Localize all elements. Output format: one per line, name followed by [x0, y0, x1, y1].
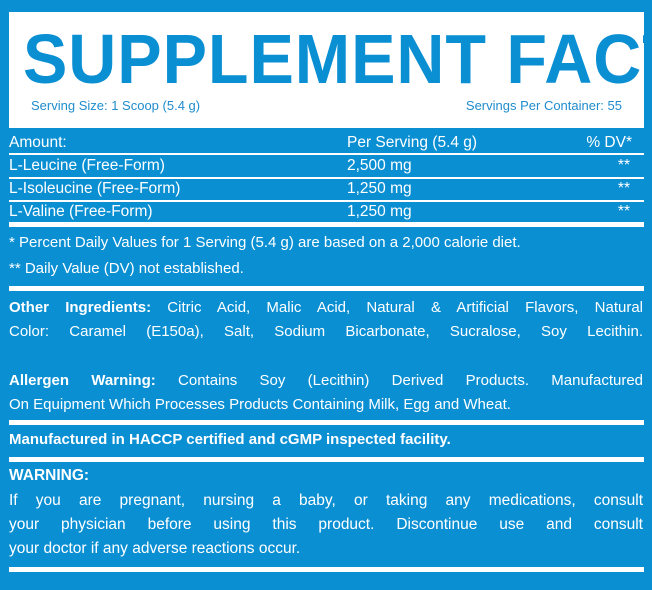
footnote-not-established: ** Daily Value (DV) not established. [9, 260, 244, 277]
allergen-warning: Allergen Warning: Contains Soy (Lecithin… [9, 372, 644, 413]
divider [9, 222, 644, 227]
allergen-label: Allergen Warning: [9, 372, 156, 389]
nutrient-name: L-Leucine (Free-Form) [9, 157, 165, 174]
label-title: SUPPLEMENT FACTS [23, 20, 644, 98]
divider [9, 153, 644, 155]
other-ingredients-label: Other Ingredients: [9, 299, 152, 316]
nutrient-amount: 1,250 mg [347, 180, 412, 197]
manufacturing-statement: Manufactured in HACCP certified and cGMP… [9, 431, 451, 448]
column-header-per-serving: Per Serving (5.4 g) [347, 134, 478, 151]
divider [9, 286, 644, 291]
nutrient-amount: 2,500 mg [347, 157, 412, 174]
divider [9, 200, 644, 202]
other-ingredients: Other Ingredients: Citric Acid, Malic Ac… [9, 299, 644, 340]
warning-label: WARNING: [9, 467, 90, 484]
nutrient-dv: ** [617, 180, 630, 197]
nutrient-dv: ** [617, 203, 630, 220]
column-header-dv: % DV* [586, 134, 632, 151]
nutrient-name: L-Valine (Free-Form) [9, 203, 153, 220]
nutrient-dv: ** [617, 157, 630, 174]
divider [9, 177, 644, 179]
footnote-dv: * Percent Daily Values for 1 Serving (5.… [9, 234, 521, 251]
servings-per-container: Servings Per Container: 55 [465, 98, 622, 113]
nutrient-amount: 1,250 mg [347, 203, 412, 220]
divider [9, 420, 644, 425]
column-header-amount: Amount: [9, 134, 67, 151]
warning-text: If you are pregnant, nursing a baby, or … [9, 492, 643, 557]
divider [9, 567, 644, 572]
divider [9, 457, 644, 462]
nutrient-name: L-Isoleucine (Free-Form) [9, 180, 181, 197]
header-panel: SUPPLEMENT FACTS Serving Size: 1 Scoop (… [9, 12, 644, 128]
serving-size: Serving Size: 1 Scoop (5.4 g) [31, 98, 201, 113]
